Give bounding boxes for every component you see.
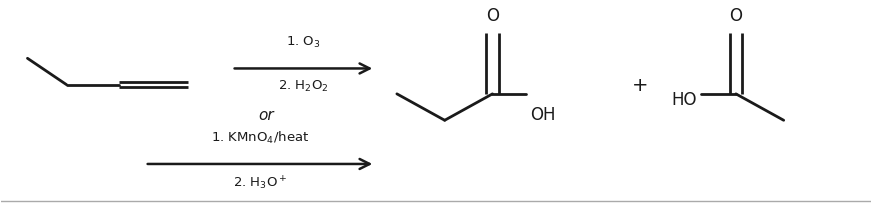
Text: 2. H$_3$O$^+$: 2. H$_3$O$^+$ (233, 174, 287, 192)
Text: or: or (259, 108, 275, 123)
Text: HO: HO (671, 91, 697, 109)
Text: 1. O$_3$: 1. O$_3$ (286, 35, 321, 50)
Text: O: O (486, 7, 499, 25)
Text: OH: OH (530, 106, 555, 124)
Text: O: O (729, 7, 742, 25)
Text: 1. KMnO$_4$/heat: 1. KMnO$_4$/heat (211, 130, 309, 146)
Text: 2. H$_2$O$_2$: 2. H$_2$O$_2$ (278, 79, 329, 94)
Text: +: + (632, 76, 649, 95)
